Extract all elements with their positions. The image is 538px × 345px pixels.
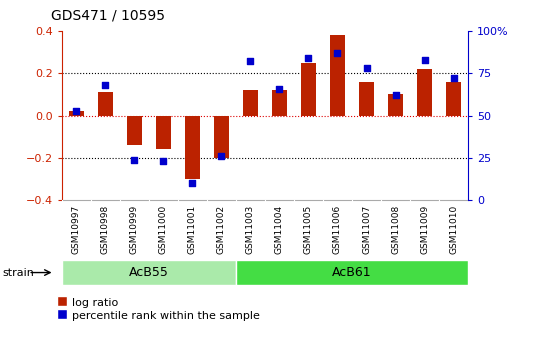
Point [304,55,313,61]
Bar [417,69,432,116]
Text: GSM11002: GSM11002 [217,205,226,254]
Point [72,108,81,113]
Text: GSM11008: GSM11008 [391,205,400,254]
Text: GSM11010: GSM11010 [449,205,458,254]
Bar [69,111,83,116]
Text: GSM11006: GSM11006 [333,205,342,254]
Bar [214,116,229,158]
Point [275,86,284,91]
Text: GSM10999: GSM10999 [130,205,139,254]
Point [333,50,342,56]
Bar [127,116,141,145]
Text: strain: strain [3,268,34,277]
Bar [388,95,403,116]
Text: GSM11004: GSM11004 [275,205,284,254]
Text: GSM11007: GSM11007 [362,205,371,254]
Text: GSM11001: GSM11001 [188,205,197,254]
Legend: log ratio, percentile rank within the sample: log ratio, percentile rank within the sa… [56,297,260,321]
Text: AcB61: AcB61 [332,266,372,279]
Bar [243,90,258,116]
Bar [156,116,171,149]
Bar [236,260,468,285]
Point [246,59,255,64]
Bar [301,63,316,116]
Bar [359,82,374,116]
Bar [98,92,112,116]
Bar [185,116,200,179]
Point [217,154,226,159]
Text: GSM10998: GSM10998 [101,205,110,254]
Point [188,180,197,186]
Bar [330,35,345,116]
Point [449,76,458,81]
Bar [447,82,461,116]
Bar [62,260,236,285]
Bar [272,90,287,116]
Point [159,158,168,164]
Text: GSM11005: GSM11005 [304,205,313,254]
Text: GSM11009: GSM11009 [420,205,429,254]
Text: AcB55: AcB55 [129,266,169,279]
Text: GSM10997: GSM10997 [72,205,81,254]
Text: GSM11003: GSM11003 [246,205,255,254]
Text: GSM11000: GSM11000 [159,205,168,254]
Point [391,92,400,98]
Point [362,66,371,71]
Text: GDS471 / 10595: GDS471 / 10595 [51,9,165,23]
Point [101,82,110,88]
Point [420,57,429,62]
Point [130,157,139,162]
